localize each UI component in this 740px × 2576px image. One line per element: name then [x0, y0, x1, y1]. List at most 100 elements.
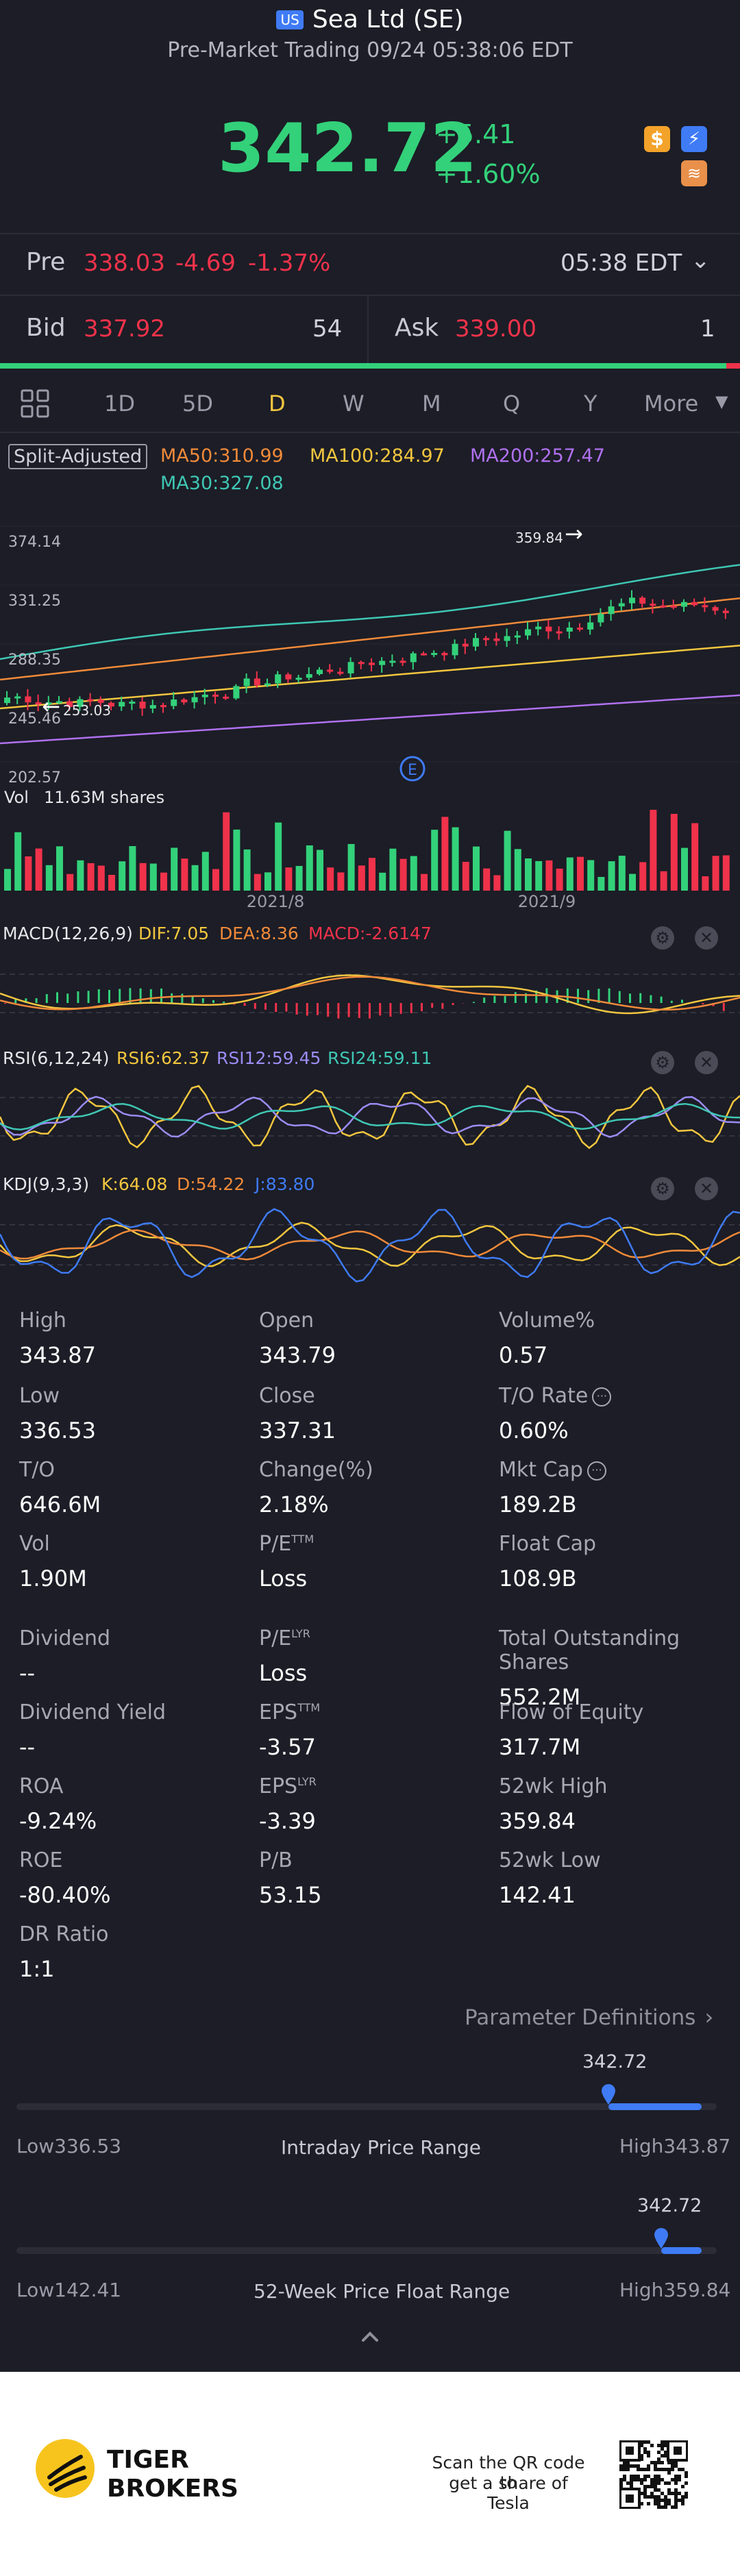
qr-module [661, 2454, 664, 2457]
tab-y[interactable]: Y [584, 391, 597, 417]
ma200-line [0, 694, 740, 745]
qr-module [657, 2468, 661, 2471]
volume-bar [56, 846, 63, 891]
histogram-bar [597, 989, 600, 1003]
tab-more[interactable]: More [644, 391, 699, 417]
macd-settings-icon[interactable]: ⚙ [651, 926, 674, 950]
tab-5d[interactable]: 5D [182, 391, 213, 417]
kdj-close-icon[interactable]: ✕ [695, 1177, 718, 1200]
qr-module [643, 2468, 647, 2471]
tab-w[interactable]: W [343, 391, 365, 417]
ma100-line [0, 644, 740, 710]
layers-icon[interactable]: ≋ [681, 160, 707, 186]
macd-name: MACD(12,26,9) [3, 924, 133, 943]
tab-q[interactable]: Q [503, 391, 521, 417]
volume-bar [87, 863, 95, 891]
y-tick-label: 331.25 [8, 593, 61, 610]
candle-body [421, 653, 427, 656]
candle-body [201, 694, 208, 697]
kdj-settings-icon[interactable]: ⚙ [651, 1177, 674, 1200]
histogram-bar [618, 991, 621, 1003]
volume-bar [25, 856, 32, 891]
candle-body [556, 631, 563, 634]
histogram-bar [483, 998, 486, 1003]
qr-module [681, 2468, 684, 2471]
histogram-bar [681, 1000, 683, 1003]
x-tick-sep: 2021/9 [518, 892, 576, 911]
histogram-bar [306, 1003, 308, 1016]
volume-bar [149, 863, 157, 891]
volume-bar [369, 858, 375, 891]
pre-change-pct: -1.37% [248, 249, 331, 277]
ma50-label: MA50:310.99 [160, 445, 284, 467]
rsi-close-icon[interactable]: ✕ [695, 1051, 718, 1074]
candle-body [389, 660, 396, 663]
volume-bar [650, 809, 657, 891]
qr-module [626, 2464, 630, 2468]
candle-body [233, 686, 240, 699]
stat-value: -3.57 [259, 1734, 316, 1760]
stat-value: 2.18% [259, 1491, 329, 1518]
stat-label: Volume% [499, 1309, 595, 1333]
y-tick-label: 245.46 [8, 710, 61, 728]
earnings-event-marker[interactable] [399, 756, 426, 782]
qr-module [678, 2499, 681, 2502]
dollar-icon[interactable]: $ [644, 126, 670, 152]
candle-body [285, 674, 292, 680]
qr-module [630, 2478, 633, 2481]
candle-body [306, 673, 312, 678]
candle-body [254, 678, 260, 686]
volume-bar [317, 850, 323, 891]
stat-value: 646.6M [19, 1491, 101, 1518]
stat-dividend: Dividend -- [19, 1626, 110, 1686]
week52-track [16, 2228, 717, 2254]
tab-m[interactable]: M [422, 391, 441, 417]
caret-down-icon[interactable]: ▼ [715, 392, 728, 411]
more-info-icon[interactable]: ··· [592, 1387, 612, 1407]
layout-grid-icon[interactable] [19, 388, 51, 419]
histogram-bar [452, 1003, 454, 1006]
volume-bar [493, 875, 501, 891]
more-info-icon[interactable]: ··· [587, 1461, 606, 1481]
lightning-icon[interactable]: ⚡ [681, 126, 707, 152]
premarket-row[interactable]: Pre 338.03 -4.69 -1.37% 05:38 EDT ⌄ [0, 233, 740, 301]
qr-module [684, 2492, 688, 2495]
stat-label: P/E [259, 1626, 292, 1650]
chevron-down-icon[interactable]: ⌄ [691, 247, 711, 274]
qr-module [674, 2492, 678, 2495]
qr-module [674, 2475, 678, 2478]
histogram-bar [191, 996, 194, 1003]
qr-module [678, 2475, 681, 2478]
volume-bar [473, 846, 480, 891]
rsi-settings-icon[interactable]: ⚙ [651, 1051, 674, 1074]
macd-close-icon[interactable]: ✕ [695, 926, 718, 950]
intraday-track [16, 2084, 717, 2110]
qr-module [664, 2495, 667, 2499]
stat-label: ROE [19, 1848, 63, 1872]
histogram-bar [243, 1003, 246, 1006]
histogram-bar [577, 989, 579, 1003]
qr-module [619, 2468, 623, 2471]
parameter-definitions-link[interactable]: Parameter Definitions › [465, 2004, 725, 2038]
qr-module [647, 2440, 650, 2444]
histogram-bar [56, 992, 58, 1003]
stat-value: 0.57 [499, 1342, 548, 1368]
qr-module [684, 2495, 688, 2499]
volume-bar [441, 817, 449, 891]
stat-label: Vol [19, 1532, 50, 1556]
qr-module [640, 2502, 643, 2505]
tab-1d[interactable]: 1D [104, 391, 135, 417]
stat-label: T/O [19, 1458, 56, 1482]
kdj-chart [0, 1208, 740, 1283]
d-line [0, 1229, 740, 1261]
chevron-up-icon[interactable] [356, 2323, 384, 2350]
high-label: High [619, 2135, 664, 2157]
qr-module [664, 2454, 667, 2457]
candle-body [702, 605, 708, 608]
qr-code-icon[interactable] [619, 2440, 689, 2510]
split-adjusted-toggle[interactable]: Split-Adjusted [8, 444, 148, 469]
tab-d[interactable]: D [269, 391, 286, 417]
y-tick-label: 202.57 [8, 769, 61, 787]
qr-module [657, 2475, 661, 2478]
